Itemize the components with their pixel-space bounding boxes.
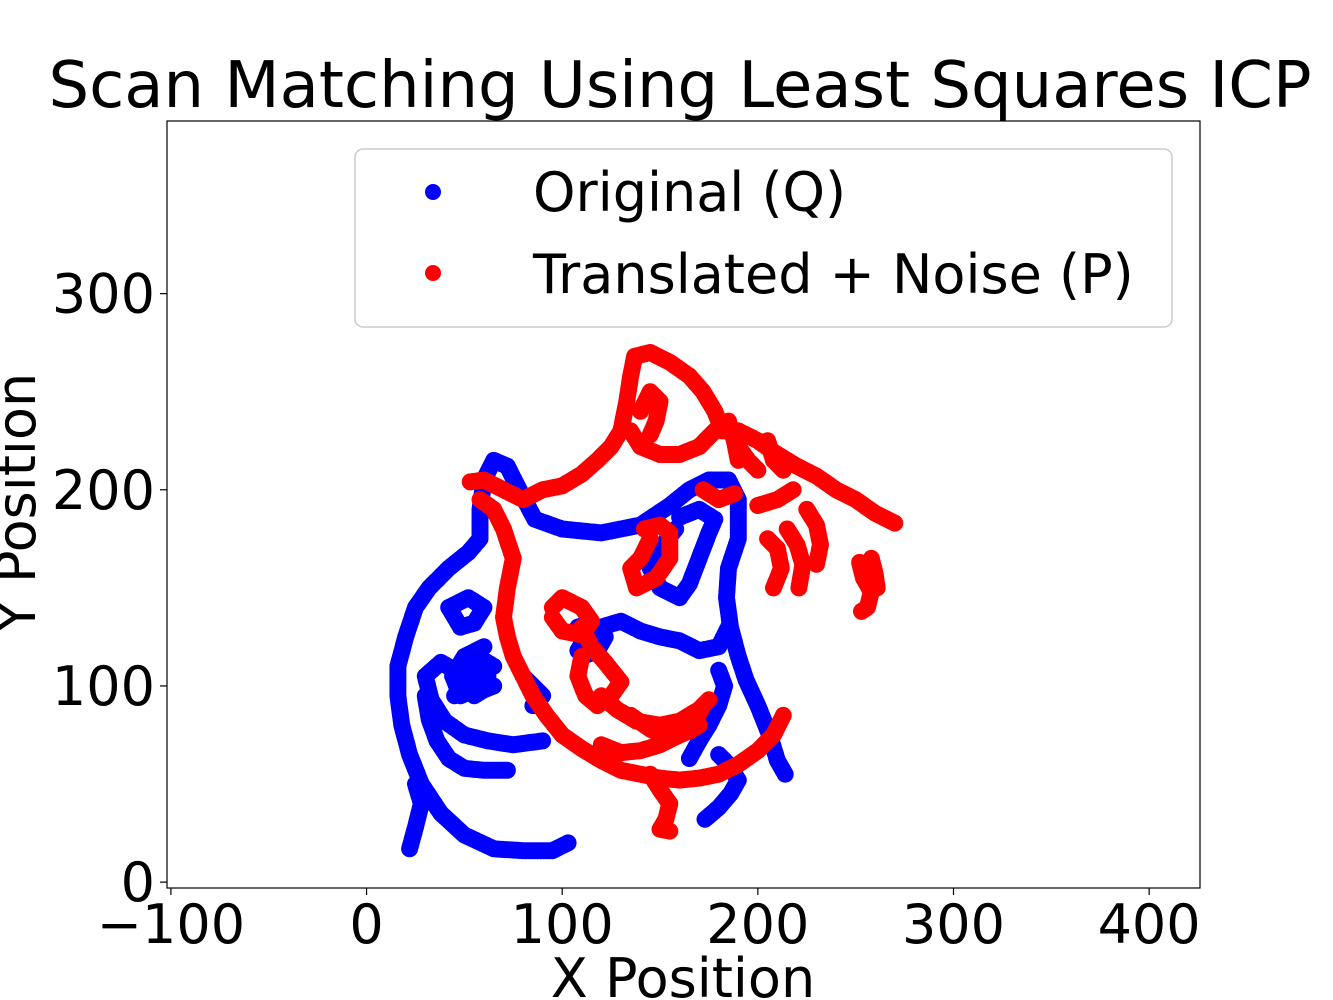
x-axis-label: X Position: [551, 947, 815, 1000]
y-axis-ticks: 0 100 200 300: [52, 263, 167, 914]
y-tick-label: 0: [121, 851, 155, 914]
x-tick-label: 100: [511, 893, 614, 956]
points-layer: [389, 344, 904, 860]
legend-label-original: Original (Q): [533, 161, 846, 224]
x-axis-ticks: −100 0 100 200 300 400: [97, 888, 1201, 956]
data-point: [694, 697, 712, 715]
legend-marker-translated: [425, 265, 441, 281]
legend-label-translated: Translated + Noise (P): [532, 243, 1134, 306]
plot-frame: [166, 120, 1201, 889]
data-point: [853, 602, 870, 620]
data-point: [671, 508, 689, 526]
data-point: [790, 579, 808, 597]
data-point: [543, 608, 561, 626]
data-point: [774, 461, 792, 479]
data-point: [479, 667, 497, 685]
x-tick-label: 200: [706, 893, 809, 956]
legend: Original (Q) Translated + Noise (P): [354, 148, 1173, 328]
data-point: [886, 514, 904, 532]
data-point: [784, 481, 802, 499]
data-point: [774, 706, 792, 724]
x-tick-label: 0: [349, 893, 383, 956]
series-1-points: [461, 344, 904, 840]
data-point: [641, 426, 659, 444]
legend-marker-original: [425, 184, 441, 200]
data-point: [416, 687, 434, 705]
data-point: [868, 579, 886, 597]
data-point: [710, 746, 728, 764]
x-tick-label: 400: [1098, 893, 1201, 956]
y-tick-label: 300: [52, 263, 155, 326]
data-point: [635, 520, 653, 538]
y-tick-label: 200: [52, 459, 155, 522]
x-tick-label: −100: [97, 893, 245, 956]
y-tick-label: 100: [52, 655, 155, 718]
data-point: [808, 555, 825, 573]
y-axis-label: Y Position: [0, 373, 48, 634]
data-point: [710, 661, 728, 679]
data-point: [749, 461, 767, 479]
data-point: [765, 579, 782, 597]
data-point: [407, 775, 424, 793]
chart-title: Scan Matching Using Least Squares ICP: [48, 49, 1311, 123]
x-tick-label: 300: [902, 893, 1005, 956]
data-point: [661, 822, 679, 840]
data-point: [573, 648, 591, 665]
legend-box: [354, 148, 1173, 328]
data-point: [452, 618, 469, 636]
data-point: [776, 765, 794, 783]
data-point: [725, 485, 743, 503]
